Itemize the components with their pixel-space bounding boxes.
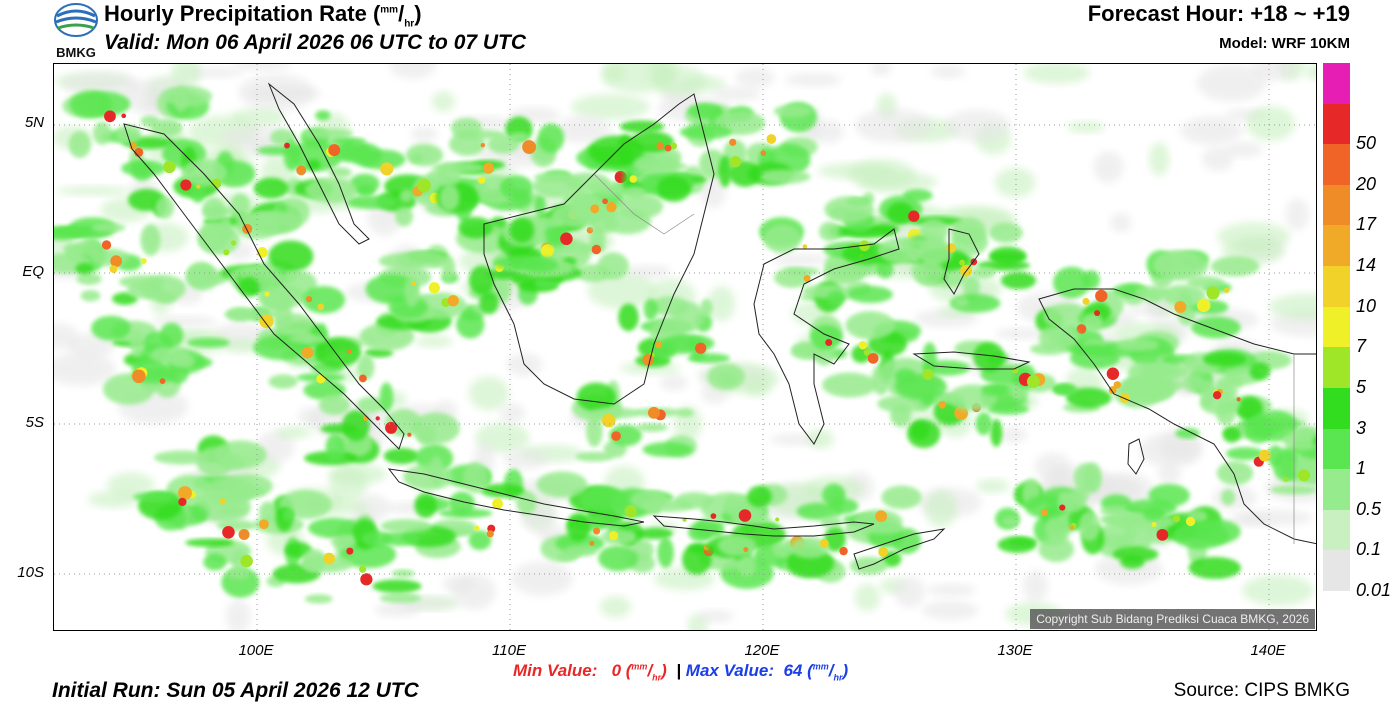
coastlines (123, 82, 1316, 570)
initial-run: Initial Run: Sun 05 April 2026 12 UTC (52, 679, 419, 702)
lon-label-130e: 130E (997, 642, 1033, 659)
colorbar-segment (1323, 428, 1350, 470)
colorbar-label: 3 (1356, 417, 1367, 438)
logo-text: BMKG (56, 45, 96, 60)
colorbar-segment (1323, 509, 1350, 551)
precipitation-map: Copyright Sub Bidang Prediksi Cuaca BMKG… (53, 63, 1317, 631)
colorbar-label: 5 (1356, 376, 1367, 397)
colorbar-segment (1323, 225, 1350, 267)
rain-field (54, 64, 1316, 630)
max-value: Max Value: 64 (mm/hr) (685, 661, 849, 683)
colorbar-segment (1323, 469, 1350, 510)
valid-time: Valid: Mon 06 April 2026 06 UTC to 07 UT… (104, 31, 527, 54)
bmkg-logo: BMKG (52, 2, 100, 60)
source-note: Source: CIPS BMKG (1173, 680, 1350, 701)
lat-label-5n: 5N (24, 114, 44, 131)
colorbar-label: 0.1 (1356, 539, 1382, 560)
colorbar (1323, 63, 1350, 591)
forecast-hour: Forecast Hour: +18 ~ +19 (1087, 1, 1350, 26)
colorbar-label: 50 (1356, 133, 1377, 154)
colorbar-segment (1323, 387, 1350, 429)
colorbar-label: 10 (1356, 295, 1377, 316)
colorbar-label: 14 (1356, 255, 1377, 276)
lon-label-120e: 120E (744, 642, 780, 659)
colorbar-label: 1 (1356, 458, 1367, 479)
lat-label-eq: EQ (22, 263, 44, 280)
colorbar-segment (1323, 144, 1350, 185)
map-canvas (54, 64, 1316, 630)
lat-label-5s: 5S (25, 414, 44, 431)
lon-label-100e: 100E (238, 642, 274, 659)
graticule (54, 64, 1316, 630)
copyright-note: Copyright Sub Bidang Prediksi Cuaca BMKG… (1030, 609, 1315, 629)
min-max-values: Min Value: 0 (mm/hr) | Max Value: 64 (mm… (513, 661, 849, 683)
colorbar-segment (1323, 266, 1350, 307)
colorbar-label: 0.5 (1356, 498, 1382, 519)
lon-label-140e: 140E (1250, 642, 1286, 659)
colorbar-segment (1323, 184, 1350, 226)
colorbar-label: 17 (1356, 214, 1377, 235)
colorbar-segment (1323, 306, 1350, 348)
model-name: Model: WRF 10KM (1219, 35, 1350, 52)
colorbar-segment (1323, 550, 1350, 591)
colorbar-label: 20 (1356, 173, 1377, 194)
lon-label-110e: 110E (492, 642, 526, 659)
borders (593, 173, 1295, 544)
colorbar-segment (1323, 347, 1350, 388)
map-title: Hourly Precipitation Rate (mm/hr) (104, 1, 422, 30)
lat-label-10s: 10S (17, 564, 44, 581)
colorbar-segment (1323, 103, 1350, 145)
colorbar-label: 0.01 (1356, 580, 1392, 600)
colorbar-label: 7 (1356, 336, 1367, 357)
colorbar-segment (1323, 63, 1350, 104)
min-value: Min Value: 0 (mm/hr) (513, 661, 672, 683)
